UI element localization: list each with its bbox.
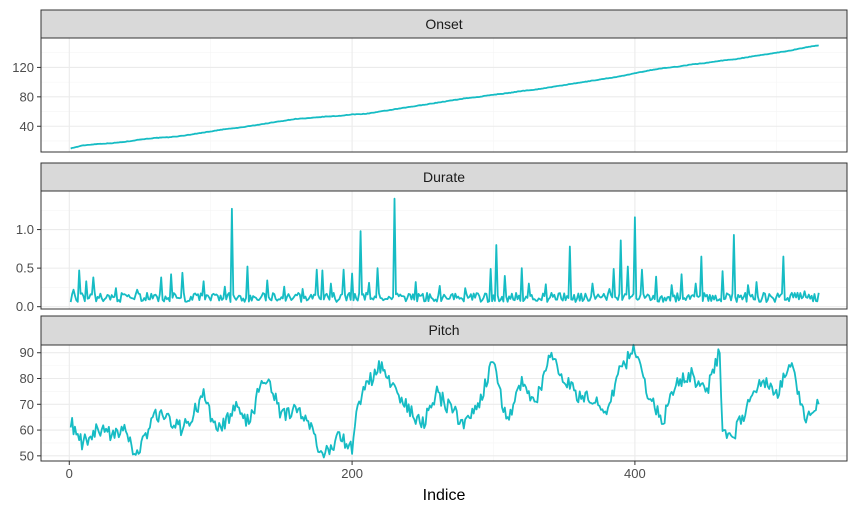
series-durate <box>69 197 820 303</box>
series-onset <box>70 44 819 150</box>
y-tick-label: 90 <box>20 345 34 360</box>
y-tick-label: 70 <box>20 397 34 412</box>
strip-label-onset: Onset <box>425 16 462 32</box>
y-axis-pitch: 50 60 70 80 90 <box>20 345 41 463</box>
series-pitch <box>69 343 820 459</box>
series-line <box>69 343 820 459</box>
y-tick-label: 1.0 <box>16 222 34 237</box>
strip-background-durate <box>40 162 848 192</box>
grid-durate <box>41 191 847 309</box>
panel-background <box>41 191 847 309</box>
panel-background <box>41 38 847 152</box>
series-line <box>69 197 820 303</box>
x-axis: 0 200 400 <box>66 461 646 481</box>
x-tick-label: 400 <box>624 466 646 481</box>
y-tick-label: 120 <box>12 60 34 75</box>
x-axis-title: Indice <box>423 487 466 504</box>
y-axis-onset: 40 80 120 <box>12 60 41 134</box>
panel-border-durate <box>40 190 848 310</box>
panel-border-pitch <box>40 344 848 462</box>
y-tick-label: 60 <box>20 423 34 438</box>
series-line <box>70 44 819 150</box>
grid-onset <box>41 38 847 152</box>
panel-border-onset <box>40 37 848 153</box>
strip-label-durate: Durate <box>423 169 465 185</box>
panel-onset: Onset 40 80 120 <box>12 9 848 153</box>
x-tick-label: 200 <box>341 466 363 481</box>
y-tick-label: 0.5 <box>16 261 34 276</box>
grid-pitch <box>41 345 847 461</box>
y-tick-label: 80 <box>20 371 34 386</box>
strip-background-onset <box>40 9 848 39</box>
y-tick-label: 40 <box>20 119 34 134</box>
strip-background-pitch <box>40 315 848 346</box>
panel-durate: Durate 0.0 0.5 1.0 <box>16 162 848 314</box>
y-axis-durate: 0.0 0.5 1.0 <box>16 222 41 314</box>
x-tick-label: 0 <box>66 466 73 481</box>
y-tick-label: 50 <box>20 448 34 463</box>
y-tick-label: 0.0 <box>16 299 34 314</box>
panel-pitch: Pitch 50 60 70 80 90 <box>20 315 848 463</box>
y-tick-label: 80 <box>20 89 34 104</box>
strip-label-pitch: Pitch <box>428 322 459 338</box>
